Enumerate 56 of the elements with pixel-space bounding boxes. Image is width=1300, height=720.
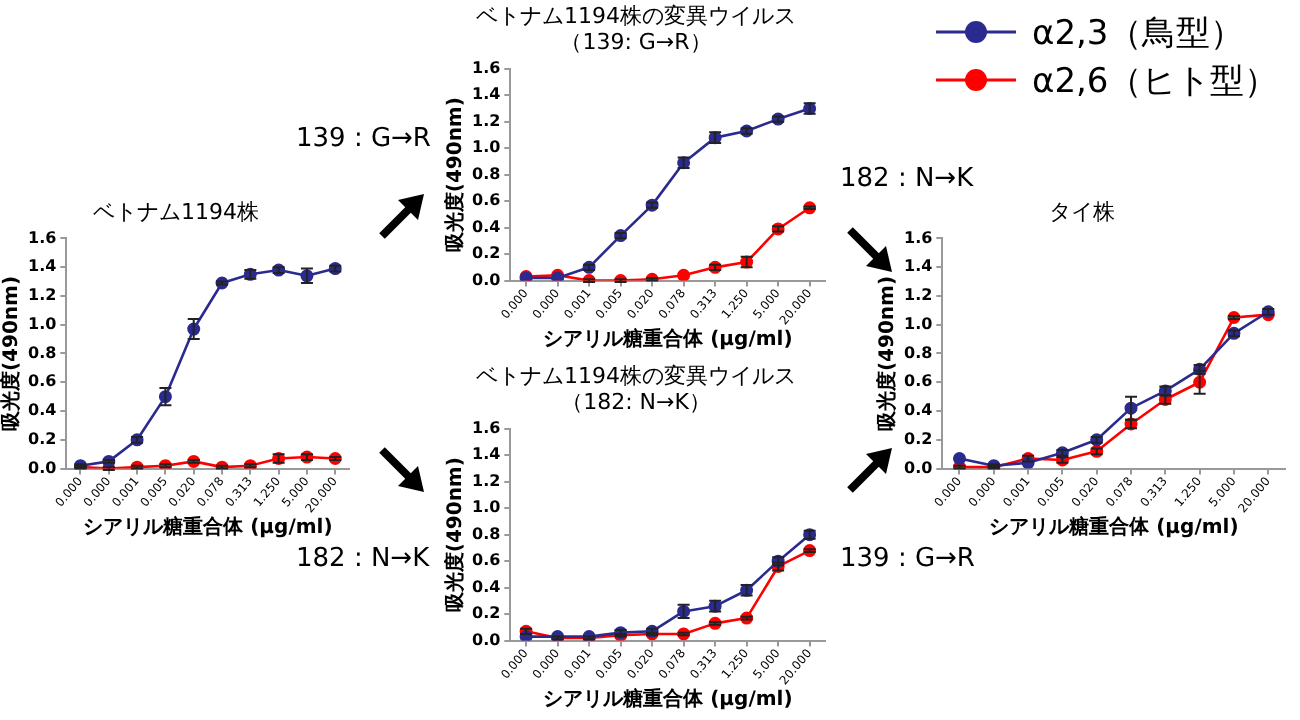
y-tick-label: 1.4: [904, 257, 934, 276]
y-tick-label: 0.6: [904, 372, 934, 391]
y-tick-label: 0.0: [472, 270, 502, 289]
y-tick-label: 0.8: [472, 524, 502, 543]
y-tick-label: 0.0: [28, 458, 58, 477]
text: 182 : N→K: [840, 164, 974, 194]
y-tick-label: 1.6: [472, 418, 502, 437]
y-tick-label: 0.6: [28, 372, 58, 391]
y-tick-label: 0.8: [472, 164, 502, 183]
y-tick-label: 0.2: [904, 429, 933, 448]
y-tick-label: 1.6: [904, 228, 934, 247]
y-tick-label: 1.0: [472, 498, 502, 517]
x-axis-title: シアリル糖重合体 (μg/ml): [543, 687, 793, 712]
x-axis-title: シアリル糖重合体 (μg/ml): [83, 515, 333, 540]
chart-subtitle: （182: N→K）: [561, 389, 711, 416]
y-axis-title: 吸光度(490nm): [0, 275, 24, 432]
y-tick-label: 0.6: [472, 191, 502, 210]
y-axis-title: 吸光度(490nm): [875, 275, 900, 432]
y-tick-label: 1.4: [28, 257, 58, 276]
chart-title: タイ株: [1049, 198, 1115, 225]
y-tick-label: 1.6: [472, 58, 502, 77]
y-tick-label: 0.4: [472, 217, 502, 236]
chart-subtitle: （139: G→R）: [560, 29, 712, 56]
y-axis-title: 吸光度(490nm): [443, 97, 468, 253]
x-axis-title: シアリル糖重合体 (μg/ml): [989, 515, 1239, 540]
y-tick-label: 1.0: [28, 314, 58, 333]
chart-title: ベトナム1194株: [93, 198, 259, 225]
y-tick-label: 0.0: [904, 458, 934, 477]
y-tick-label: 1.4: [472, 445, 502, 464]
y-tick-label: 1.2: [472, 471, 501, 490]
y-tick-label: 0.4: [28, 401, 58, 420]
legend-label: α2,3（鳥型）: [1032, 11, 1245, 55]
y-tick-label: 0.4: [904, 401, 934, 420]
chart-title: ベトナム1194株の変異ウイルス: [476, 2, 796, 29]
text: 139 : G→R: [296, 124, 431, 154]
y-tick-label: 0.4: [472, 577, 502, 596]
chart-title: ベトナム1194株の変異ウイルス: [476, 362, 796, 389]
text: 139 : G→R: [840, 544, 975, 574]
y-tick-label: 0.2: [472, 604, 501, 623]
x-axis-title: シアリル糖重合体 (μg/ml): [543, 327, 793, 352]
y-tick-label: 1.4: [472, 85, 502, 104]
y-tick-label: 1.0: [472, 138, 502, 157]
legend-label: α2,6（ヒト型）: [1032, 59, 1279, 103]
text: 182 : N→K: [296, 544, 430, 574]
y-tick-label: 0.2: [28, 429, 57, 448]
y-tick-label: 0.2: [472, 244, 501, 263]
y-tick-label: 1.2: [28, 286, 57, 305]
y-tick-label: 1.6: [28, 228, 58, 247]
y-tick-label: 1.0: [904, 314, 934, 333]
y-tick-label: 0.0: [472, 630, 502, 649]
y-tick-label: 0.8: [28, 343, 58, 362]
y-tick-label: 1.2: [904, 286, 933, 305]
y-axis-title: 吸光度(490nm): [443, 457, 468, 613]
y-tick-label: 0.8: [904, 343, 934, 362]
y-tick-label: 0.6: [472, 551, 502, 570]
y-tick-label: 1.2: [472, 111, 501, 130]
